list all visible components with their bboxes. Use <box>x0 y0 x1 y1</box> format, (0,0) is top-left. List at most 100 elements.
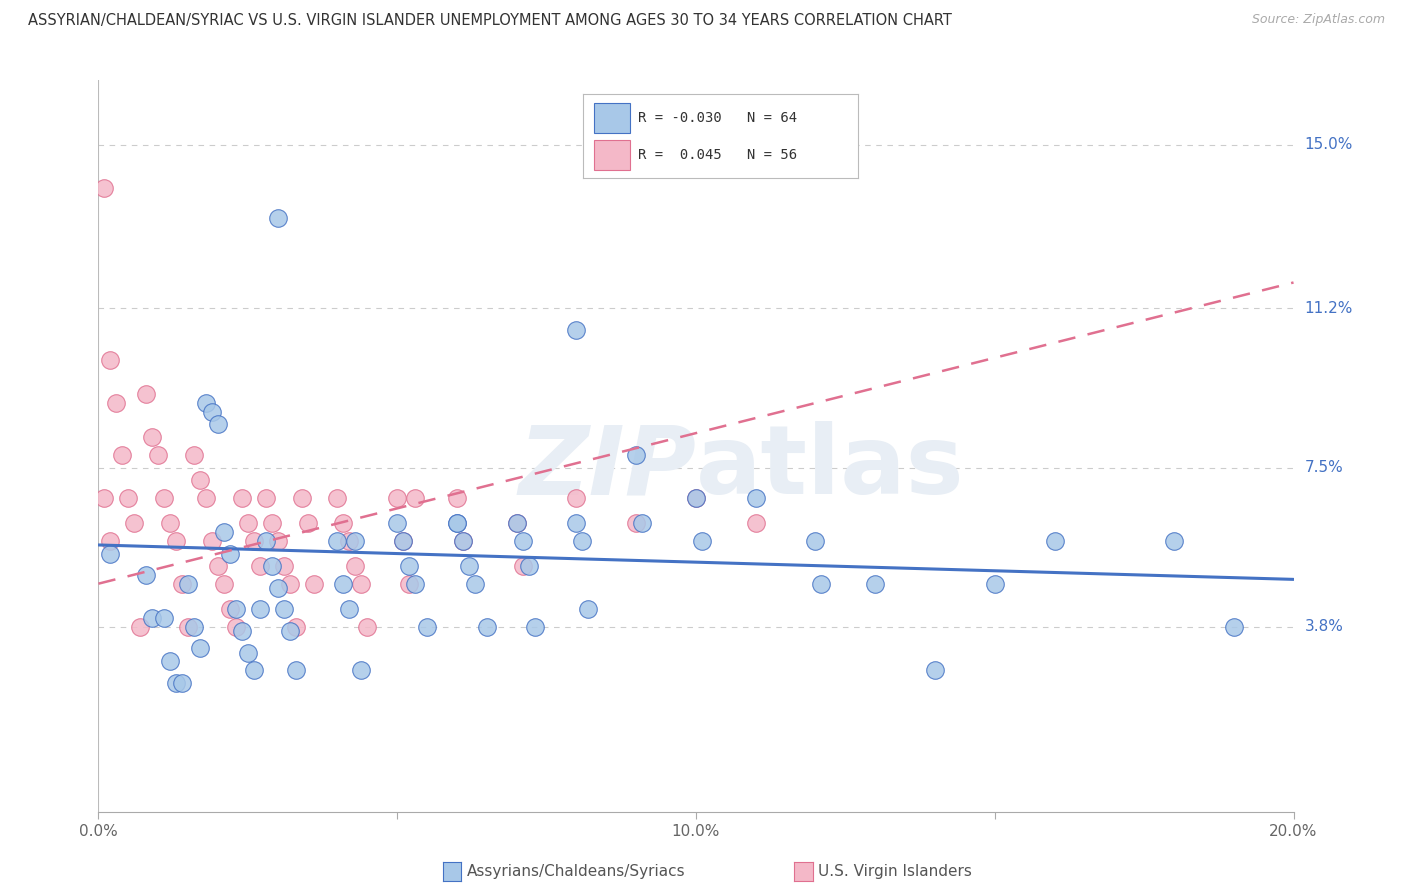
Point <box>398 559 420 574</box>
Point <box>385 516 409 531</box>
Point <box>273 602 295 616</box>
Point <box>177 620 200 634</box>
Point <box>212 524 235 539</box>
Point <box>332 516 354 531</box>
Point <box>267 211 290 225</box>
Point <box>135 387 157 401</box>
Point <box>624 448 647 462</box>
Point <box>243 663 266 677</box>
Point <box>392 533 415 548</box>
Point <box>302 576 325 591</box>
Point <box>267 581 290 595</box>
Point <box>451 533 474 548</box>
Point <box>326 533 349 548</box>
Point <box>273 559 295 574</box>
Point <box>172 675 194 690</box>
Point <box>231 491 253 505</box>
Point <box>117 491 139 505</box>
Point <box>284 620 307 634</box>
Text: ZIP: ZIP <box>517 421 696 515</box>
Text: R = -0.030   N = 64: R = -0.030 N = 64 <box>638 111 797 125</box>
Point <box>446 516 468 531</box>
Point <box>571 533 593 548</box>
Point <box>416 620 439 634</box>
Point <box>188 474 211 488</box>
Point <box>565 491 588 505</box>
Point <box>1223 620 1246 634</box>
Text: 11.2%: 11.2% <box>1305 301 1353 316</box>
Text: Source: ZipAtlas.com: Source: ZipAtlas.com <box>1251 13 1385 27</box>
Point <box>297 516 319 531</box>
Point <box>188 641 211 656</box>
Point <box>326 491 349 505</box>
Point <box>236 646 259 660</box>
Point <box>249 602 271 616</box>
Point <box>135 568 157 582</box>
Point <box>124 516 146 531</box>
Text: R =  0.045   N = 56: R = 0.045 N = 56 <box>638 148 797 162</box>
Point <box>194 396 218 410</box>
Point <box>451 533 474 548</box>
Point <box>254 533 277 548</box>
Point <box>344 533 367 548</box>
Point <box>631 516 654 531</box>
Point <box>446 516 468 531</box>
Point <box>194 491 218 505</box>
Point <box>141 430 163 444</box>
Point <box>512 559 534 574</box>
Text: Assyrians/Chaldeans/Syriacs: Assyrians/Chaldeans/Syriacs <box>467 864 685 879</box>
Point <box>983 576 1005 591</box>
Point <box>810 576 832 591</box>
Point <box>685 491 707 505</box>
Point <box>506 516 529 531</box>
Point <box>159 654 181 668</box>
Point <box>267 533 290 548</box>
Point <box>624 516 647 531</box>
Point <box>153 491 176 505</box>
Point <box>284 663 307 677</box>
Bar <box>595 103 630 133</box>
Point <box>236 516 259 531</box>
Point <box>350 576 373 591</box>
Point <box>865 576 887 591</box>
Point <box>219 547 242 561</box>
Point <box>565 516 588 531</box>
Point <box>172 576 194 591</box>
Text: ASSYRIAN/CHALDEAN/SYRIAC VS U.S. VIRGIN ISLANDER UNEMPLOYMENT AMONG AGES 30 TO 3: ASSYRIAN/CHALDEAN/SYRIAC VS U.S. VIRGIN … <box>28 13 952 29</box>
Point <box>512 533 534 548</box>
Point <box>254 491 277 505</box>
Point <box>578 602 600 616</box>
Point <box>98 533 122 548</box>
Point <box>183 620 205 634</box>
Point <box>105 396 128 410</box>
Point <box>98 547 122 561</box>
Point <box>212 576 235 591</box>
Text: 7.5%: 7.5% <box>1305 460 1343 475</box>
Bar <box>595 140 630 169</box>
Point <box>177 576 200 591</box>
Point <box>458 559 481 574</box>
Point <box>98 353 122 368</box>
Point <box>141 611 163 625</box>
Point <box>924 663 946 677</box>
Text: atlas: atlas <box>696 421 965 515</box>
Point <box>290 491 312 505</box>
Point <box>404 491 426 505</box>
Point <box>745 516 768 531</box>
Point <box>260 559 283 574</box>
Point <box>93 181 115 195</box>
Point <box>475 620 498 634</box>
Point <box>278 624 301 638</box>
Point <box>356 620 378 634</box>
Point <box>398 576 420 591</box>
Point <box>225 602 247 616</box>
Point <box>153 611 176 625</box>
Point <box>1163 533 1185 548</box>
Point <box>207 417 229 432</box>
Point <box>404 576 426 591</box>
Point <box>339 602 360 616</box>
Point <box>464 576 486 591</box>
Point <box>111 448 134 462</box>
Point <box>231 624 253 638</box>
Point <box>565 323 588 337</box>
